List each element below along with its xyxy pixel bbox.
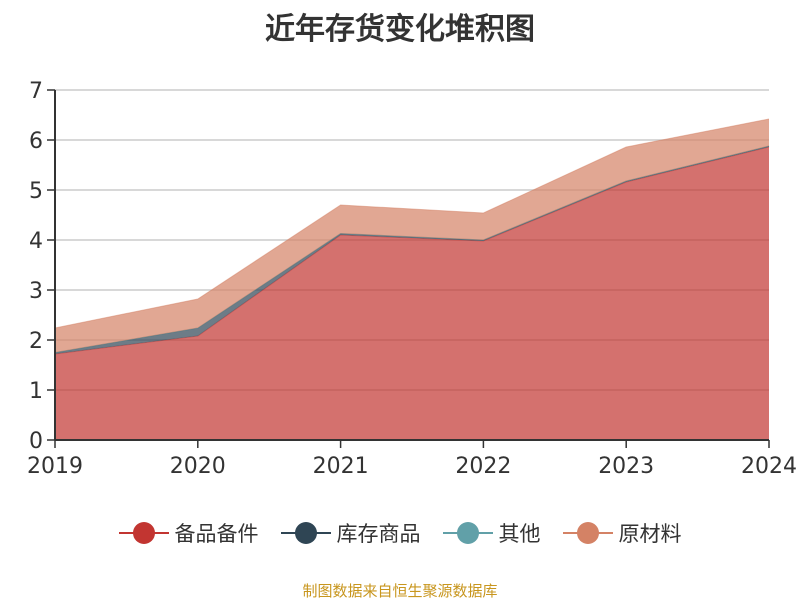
y-tick-label: 5 bbox=[29, 179, 43, 204]
legend: 备品备件 库存商品 其他 原材料 bbox=[0, 518, 800, 548]
legend-marker-icon bbox=[442, 522, 493, 544]
area-3 bbox=[55, 119, 769, 353]
x-tick-label: 2021 bbox=[313, 454, 369, 479]
legend-item-1[interactable]: 库存商品 bbox=[280, 518, 421, 548]
y-tick-label: 3 bbox=[29, 279, 43, 304]
y-tick-label: 0 bbox=[29, 429, 43, 454]
source-note: 制图数据来自恒生聚源数据库 bbox=[302, 582, 498, 600]
y-tick-label: 7 bbox=[29, 79, 43, 104]
legend-label: 其他 bbox=[498, 522, 541, 546]
x-tick-label: 2024 bbox=[741, 454, 797, 479]
x-tick-label: 2023 bbox=[598, 454, 654, 479]
legend-item-2[interactable]: 其他 bbox=[442, 518, 541, 548]
legend-label: 备品备件 bbox=[174, 522, 259, 546]
legend-marker-icon bbox=[562, 522, 613, 544]
legend-label: 原材料 bbox=[618, 522, 682, 546]
legend-item-3[interactable]: 原材料 bbox=[562, 518, 682, 548]
legend-item-0[interactable]: 备品备件 bbox=[118, 518, 259, 548]
legend-label: 库存商品 bbox=[336, 522, 421, 546]
y-tick-label: 2 bbox=[29, 329, 43, 354]
series-line-3 bbox=[54, 118, 770, 329]
x-tick-label: 2019 bbox=[27, 454, 83, 479]
x-tick-label: 2020 bbox=[170, 454, 226, 479]
y-tick-label: 4 bbox=[29, 229, 43, 254]
legend-marker-icon bbox=[280, 522, 331, 544]
area-0 bbox=[55, 147, 769, 440]
x-tick-label: 2022 bbox=[455, 454, 511, 479]
y-tick-label: 1 bbox=[29, 379, 43, 404]
y-tick-label: 6 bbox=[29, 129, 43, 154]
chart-title: 近年存货变化堆积图 bbox=[265, 12, 535, 47]
legend-marker-icon bbox=[118, 522, 169, 544]
